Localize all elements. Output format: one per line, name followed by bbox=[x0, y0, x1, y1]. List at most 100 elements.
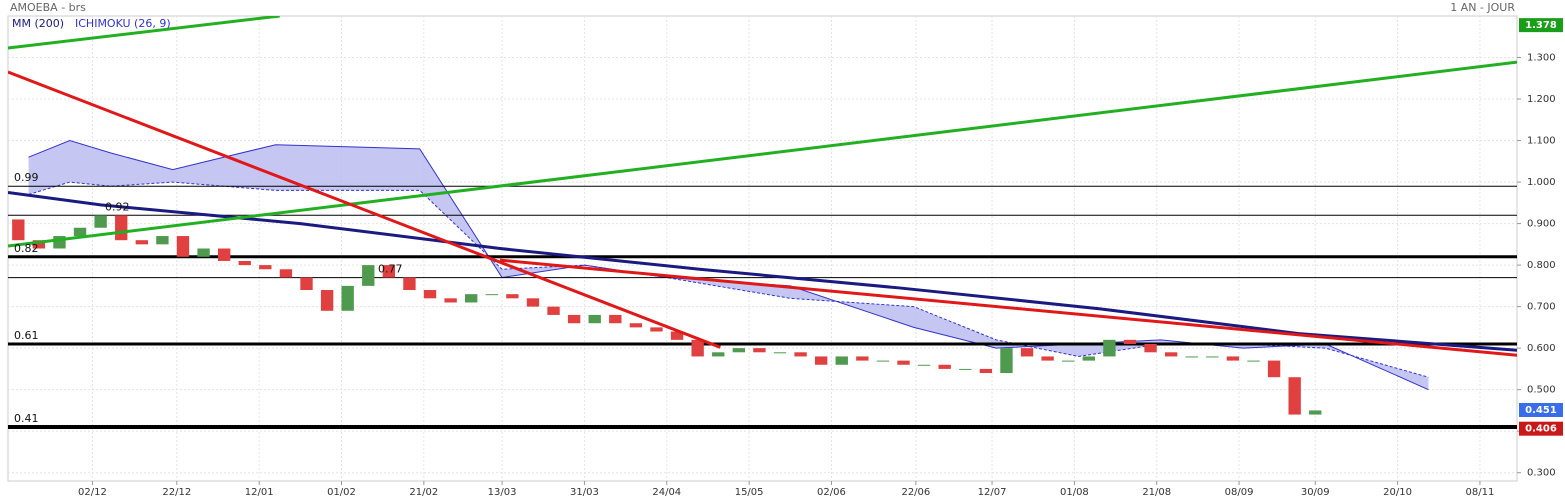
price-tag-label: 0.406 bbox=[1525, 424, 1557, 435]
price-tag bbox=[1519, 421, 1563, 436]
candle bbox=[773, 352, 787, 354]
trendline bbox=[8, 60, 1517, 248]
price-tag bbox=[1519, 18, 1563, 33]
level-label: 0.99 bbox=[14, 171, 39, 184]
price-tag-label: 1.378 bbox=[1525, 20, 1557, 31]
candle bbox=[856, 356, 869, 361]
candle bbox=[506, 294, 519, 299]
candle bbox=[897, 360, 910, 365]
price-tag-label: 0.451 bbox=[1525, 405, 1557, 416]
candle bbox=[1144, 343, 1157, 353]
candle bbox=[629, 323, 643, 328]
candle bbox=[753, 348, 766, 353]
candle bbox=[1206, 356, 1219, 358]
moving-average bbox=[8, 190, 1517, 352]
x-tick-label: 08/11 bbox=[1466, 487, 1495, 498]
legend-entry: MM (200) bbox=[12, 17, 64, 30]
x-tick-label: 12/07 bbox=[978, 487, 1007, 498]
period: 1 AN - JOUR bbox=[1450, 1, 1515, 14]
candle bbox=[979, 368, 993, 374]
x-tick-label: 22/12 bbox=[162, 487, 191, 498]
candle bbox=[1082, 356, 1095, 361]
candle bbox=[341, 285, 354, 311]
y-tick-label: 1.000 bbox=[1527, 177, 1556, 188]
x-tick-label: 08/09 bbox=[1225, 487, 1254, 498]
candle bbox=[1185, 356, 1198, 358]
candle bbox=[547, 306, 560, 315]
x-tick-label: 21/02 bbox=[409, 487, 438, 498]
candle bbox=[1226, 356, 1240, 361]
candle bbox=[1309, 410, 1322, 415]
x-tick-label: 02/06 bbox=[817, 487, 846, 498]
x-tick-label: 31/03 bbox=[570, 487, 599, 498]
y-tick-label: 0.300 bbox=[1527, 468, 1556, 479]
candle bbox=[465, 294, 478, 303]
price-tag bbox=[1519, 403, 1563, 418]
chart-title: AMOEBA - brs bbox=[10, 1, 86, 14]
candle bbox=[156, 236, 169, 245]
candle bbox=[732, 348, 746, 353]
candle bbox=[279, 269, 293, 278]
candle bbox=[115, 215, 128, 241]
x-tick-label: 15/05 bbox=[735, 487, 764, 498]
candle bbox=[320, 290, 334, 311]
y-tick-label: 0.500 bbox=[1527, 385, 1556, 396]
candle bbox=[444, 298, 457, 303]
x-tick-label: 02/12 bbox=[78, 487, 107, 498]
candle bbox=[32, 240, 46, 249]
candle bbox=[794, 352, 807, 357]
y-tick-label: 0.900 bbox=[1527, 219, 1556, 230]
candle bbox=[73, 227, 87, 237]
candle bbox=[12, 219, 25, 241]
trendline bbox=[499, 258, 1517, 357]
level-label: 0.77 bbox=[378, 263, 403, 276]
trendline bbox=[8, 70, 721, 349]
candle bbox=[423, 290, 437, 299]
level-label: 0.41 bbox=[14, 412, 39, 425]
candle bbox=[876, 360, 890, 362]
candle bbox=[217, 248, 231, 261]
x-tick-label: 01/08 bbox=[1060, 487, 1089, 498]
candle bbox=[712, 352, 725, 357]
candle bbox=[197, 248, 210, 257]
candle bbox=[1020, 348, 1034, 357]
x-tick-label: 12/01 bbox=[245, 487, 274, 498]
legend-entry: ICHIMOKU (26, 9) bbox=[75, 17, 171, 30]
candle bbox=[135, 240, 148, 245]
candle bbox=[567, 314, 581, 324]
x-tick-label: 22/06 bbox=[901, 487, 930, 498]
candle bbox=[1103, 339, 1116, 357]
candle bbox=[938, 364, 951, 369]
y-tick-label: 1.300 bbox=[1527, 53, 1556, 64]
y-tick-label: 1.200 bbox=[1527, 94, 1556, 105]
candle bbox=[1164, 352, 1178, 357]
candle bbox=[403, 277, 416, 291]
candle bbox=[526, 298, 540, 307]
candle bbox=[917, 364, 931, 366]
candle bbox=[94, 215, 107, 228]
candle bbox=[814, 356, 828, 365]
x-tick-label: 30/09 bbox=[1301, 487, 1330, 498]
x-tick-label: 21/08 bbox=[1142, 487, 1171, 498]
trendline bbox=[8, 16, 280, 50]
candle bbox=[835, 356, 848, 365]
candle bbox=[1247, 360, 1260, 362]
y-tick-label: 0.600 bbox=[1527, 343, 1556, 354]
level-label: 0.61 bbox=[14, 329, 39, 342]
candle bbox=[485, 294, 498, 296]
candle bbox=[691, 339, 704, 357]
candle bbox=[1062, 360, 1075, 362]
candle bbox=[382, 265, 396, 278]
x-tick-label: 24/04 bbox=[652, 487, 681, 498]
candle bbox=[1123, 339, 1137, 344]
candle bbox=[1288, 377, 1301, 415]
candle bbox=[609, 314, 622, 324]
candle bbox=[959, 368, 972, 370]
x-tick-label: 01/02 bbox=[327, 487, 356, 498]
candle bbox=[1267, 360, 1281, 378]
candle bbox=[259, 265, 272, 270]
candle bbox=[1000, 348, 1013, 374]
candle bbox=[670, 331, 684, 340]
candle bbox=[300, 277, 313, 291]
